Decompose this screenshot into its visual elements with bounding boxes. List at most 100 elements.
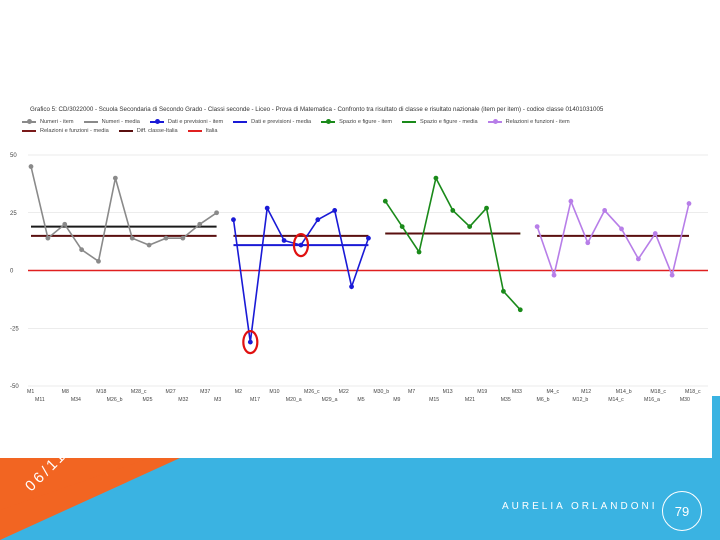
legend-swatch [187, 129, 202, 132]
data-point [264, 205, 270, 211]
x-tick-label: M30 [680, 397, 690, 403]
legend-label: Spazio e figure - item [339, 118, 393, 125]
x-tick-label: M28_c [131, 389, 147, 395]
x-tick-label: M20_a [286, 397, 302, 403]
blue-footer-band [0, 458, 720, 540]
x-tick-label: M14_b [616, 389, 632, 395]
data-point [399, 224, 405, 230]
data-point [231, 217, 236, 223]
data-point [534, 224, 540, 230]
x-tick-label: M18_c [650, 389, 666, 395]
data-point [281, 238, 287, 243]
x-tick-label: M2 [235, 389, 242, 395]
x-tick-label: M16_a [644, 397, 660, 403]
legend-swatch [233, 120, 248, 123]
legend-swatch [118, 129, 133, 132]
series-line [232, 205, 370, 343]
x-tick-label: M30_b [373, 389, 389, 395]
legend-swatch [83, 120, 98, 123]
right-blue-strip [712, 396, 720, 458]
x-tick-label: M4_c [546, 389, 559, 395]
x-tick-label: M27 [166, 389, 176, 395]
legend-swatch [402, 120, 417, 123]
legend-label: Relazioni e funzioni - media [40, 127, 109, 134]
data-point [349, 284, 354, 290]
data-point [129, 235, 135, 241]
data-point [332, 208, 338, 213]
data-point [214, 210, 219, 216]
chart-panel: Grafico 5: CD/3022000 - Scuola Secondari… [8, 103, 712, 458]
data-point [416, 249, 422, 255]
highlight-ellipse [292, 232, 310, 258]
data-point [197, 221, 203, 227]
legend-swatch [22, 129, 36, 132]
x-tick-label: M21 [465, 397, 475, 403]
data-point [602, 208, 608, 213]
x-tick-label: M19 [477, 389, 487, 395]
x-tick-label: M17 [250, 397, 260, 403]
data-point [62, 221, 68, 227]
page-number: 79 [662, 491, 702, 531]
legend-label: Relazioni e funzioni - item [505, 118, 570, 125]
chart-title: Grafico 5: CD/3022000 - Scuola Secondari… [30, 106, 604, 113]
series-line [384, 175, 521, 311]
data-point [112, 175, 118, 181]
x-tick-label: M26_c [304, 389, 320, 395]
data-point [501, 288, 506, 294]
x-tick-label: M5 [357, 397, 364, 403]
data-point [635, 256, 641, 262]
data-point [79, 247, 85, 253]
x-tick-label: M8 [62, 389, 69, 395]
legend-item: Numeri - media [83, 118, 140, 125]
x-tick-label: M9 [393, 397, 400, 403]
x-tick-label: M18 [96, 389, 106, 395]
legend-item: Spazio e figure - media [402, 119, 478, 125]
data-point [551, 272, 557, 278]
data-point [298, 242, 304, 248]
legend-label: Numeri - media [101, 118, 140, 125]
x-tick-label: M11 [35, 397, 45, 403]
y-tick-label: 50 [10, 153, 17, 159]
legend-label: Diff. classe-Italia [136, 127, 178, 134]
data-point [315, 217, 321, 223]
data-point [652, 231, 658, 236]
data-point [450, 208, 456, 213]
data-point [366, 235, 371, 241]
data-point [585, 240, 591, 246]
x-tick-label: M29_a [322, 397, 338, 403]
legend-item: Dati e previsioni - media [233, 119, 311, 125]
legend-item: Relazioni e funzioni - media [22, 128, 109, 134]
legend-swatch [321, 118, 336, 124]
x-tick-label: M18_c [685, 389, 701, 395]
data-point [619, 226, 624, 232]
x-tick-label: M6_b [537, 397, 550, 403]
x-tick-label: M34 [71, 397, 81, 403]
x-tick-label: M25 [142, 397, 152, 403]
x-tick-label: M1 [27, 389, 34, 395]
data-point [517, 307, 523, 313]
x-tick-label: M22 [339, 389, 349, 395]
x-tick-label: M12_b [572, 397, 588, 403]
data-point [568, 198, 574, 204]
legend-swatch [149, 118, 164, 124]
y-tick-label: 25 [10, 211, 17, 217]
x-tick-label: M35 [501, 397, 511, 403]
legend-item: Italia [187, 127, 218, 134]
data-point [28, 164, 34, 169]
data-point [146, 242, 152, 248]
data-point [382, 198, 388, 204]
x-tick-label: M26_b [107, 397, 123, 403]
legend-label: Spazio e figure - media [420, 118, 478, 125]
x-tick-label: M7 [408, 389, 415, 395]
legend-label: Italia [205, 127, 218, 134]
slide-author: AURELIA ORLANDONI [502, 501, 658, 512]
legend-label: Dati e previsioni - item [167, 118, 224, 125]
legend-row: Relazioni e funzioni - media Diff. classe… [22, 126, 712, 135]
x-tick-label: M10 [269, 389, 279, 395]
y-tick-label: 0 [10, 269, 14, 275]
data-point [247, 339, 253, 345]
data-point [96, 258, 101, 264]
series-line [536, 198, 690, 278]
